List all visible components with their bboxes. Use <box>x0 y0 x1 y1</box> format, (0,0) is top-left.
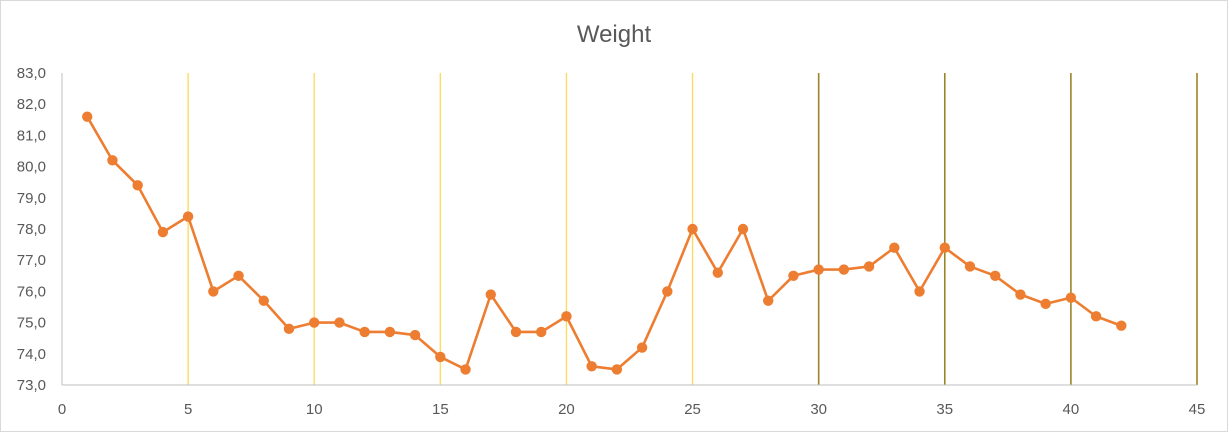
data-point <box>157 226 169 238</box>
y-tick-label: 74,0 <box>17 346 46 363</box>
data-point <box>107 155 118 166</box>
y-tick-label: 76,0 <box>17 283 46 300</box>
x-tick-label: 30 <box>810 401 827 418</box>
data-point <box>435 351 446 363</box>
x-tick-label: 45 <box>1189 401 1206 418</box>
y-tick-label: 83,0 <box>17 65 46 82</box>
series-line <box>86 116 1122 371</box>
y-tick-label: 81,0 <box>17 127 46 144</box>
x-tick-label: 35 <box>936 401 953 418</box>
data-point <box>863 261 875 272</box>
data-point <box>964 261 976 272</box>
y-tick-label: 79,0 <box>17 190 46 207</box>
data-point <box>233 270 244 281</box>
data-point <box>813 264 824 275</box>
data-point <box>712 267 723 278</box>
data-point <box>1065 292 1077 303</box>
data-point <box>536 326 547 338</box>
data-point <box>1040 298 1051 310</box>
data-point <box>82 111 93 122</box>
data-point <box>939 242 950 253</box>
y-tick-label: 78,0 <box>17 221 46 238</box>
data-point <box>384 326 396 338</box>
gridlines <box>187 73 1198 385</box>
data-point <box>510 326 522 338</box>
x-tick-label: 15 <box>432 401 449 418</box>
x-tick-label: 10 <box>306 401 323 418</box>
data-point <box>662 286 673 297</box>
data-point <box>889 242 900 253</box>
x-tick-labels: 0 5 10 15 20 25 30 35 40 45 <box>58 401 1206 418</box>
y-tick-label: 77,0 <box>17 252 46 269</box>
data-point <box>561 311 572 322</box>
x-tick-label: 5 <box>184 401 192 418</box>
y-tick-label: 80,0 <box>17 159 46 176</box>
data-point <box>737 223 749 235</box>
data-point <box>586 361 597 372</box>
data-point <box>283 323 295 335</box>
data-point <box>334 317 345 328</box>
data-point <box>460 364 471 375</box>
x-tick-label: 20 <box>558 401 575 418</box>
data-point <box>1116 320 1127 331</box>
data-point <box>182 211 194 222</box>
data-point <box>990 270 1001 281</box>
data-point <box>838 264 850 275</box>
y-tick-label: 75,0 <box>17 315 46 332</box>
data-point <box>636 342 648 353</box>
data-point <box>132 180 143 191</box>
data-point <box>258 295 269 306</box>
chart-title: Weight <box>577 21 652 48</box>
data-point <box>208 286 219 297</box>
data-point <box>763 295 774 306</box>
y-tick-label: 73,0 <box>17 377 46 394</box>
data-point <box>1015 289 1026 300</box>
data-point <box>309 317 320 328</box>
data-point <box>611 364 623 375</box>
data-point <box>687 223 698 235</box>
data-point <box>485 289 496 300</box>
data-point <box>1090 311 1102 322</box>
x-tick-label: 40 <box>1063 401 1080 418</box>
data-point <box>914 286 925 297</box>
data-point <box>788 270 799 281</box>
axes <box>61 73 1197 386</box>
y-tick-labels: 73,0 74,0 75,0 76,0 77,0 78,0 79,0 80,0 81,0 82,0… <box>17 65 46 394</box>
series <box>82 111 1127 375</box>
x-tick-label: 0 <box>58 401 66 418</box>
x-tick-label: 25 <box>684 401 701 418</box>
data-point <box>409 329 421 341</box>
data-point <box>359 326 370 338</box>
y-tick-label: 82,0 <box>17 96 46 113</box>
